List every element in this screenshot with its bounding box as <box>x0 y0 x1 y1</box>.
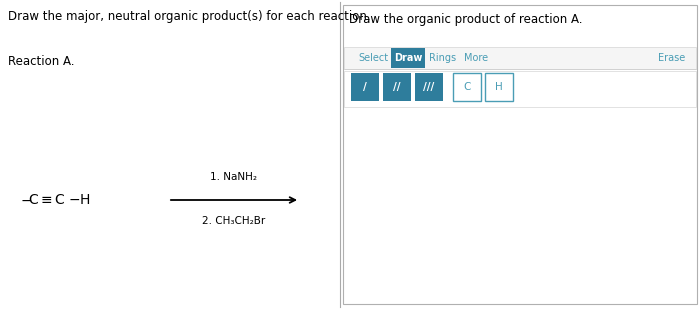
Bar <box>453 73 481 101</box>
Text: $\mathsf{-H}$: $\mathsf{-H}$ <box>68 193 91 207</box>
Bar <box>485 73 513 101</box>
Text: Draw: Draw <box>394 53 422 63</box>
Bar <box>415 73 443 101</box>
Text: Reaction A.: Reaction A. <box>8 55 74 68</box>
Bar <box>344 71 696 107</box>
Text: Erase: Erase <box>659 53 685 63</box>
Text: Draw the organic product of reaction A.: Draw the organic product of reaction A. <box>349 13 582 26</box>
Text: $\mathsf{-}$: $\mathsf{-}$ <box>20 193 32 207</box>
Text: 2. CH₃CH₂Br: 2. CH₃CH₂Br <box>202 216 265 226</box>
Bar <box>343 5 697 304</box>
Bar <box>383 73 411 101</box>
Bar <box>351 73 379 101</box>
Text: C: C <box>463 82 470 92</box>
Text: Draw the major, neutral organic product(s) for each reaction.: Draw the major, neutral organic product(… <box>8 10 370 23</box>
Bar <box>344 47 696 69</box>
Text: H: H <box>495 82 503 92</box>
Text: //: // <box>393 82 400 92</box>
Text: ///: /// <box>424 82 435 92</box>
Bar <box>391 48 425 68</box>
Text: /: / <box>363 82 367 92</box>
Text: Rings: Rings <box>429 53 456 63</box>
Text: $\mathsf{C{\equiv}C}$: $\mathsf{C{\equiv}C}$ <box>28 193 66 207</box>
Text: Select: Select <box>358 53 388 63</box>
Text: 1. NaNH₂: 1. NaNH₂ <box>211 172 258 182</box>
Text: More: More <box>464 53 488 63</box>
